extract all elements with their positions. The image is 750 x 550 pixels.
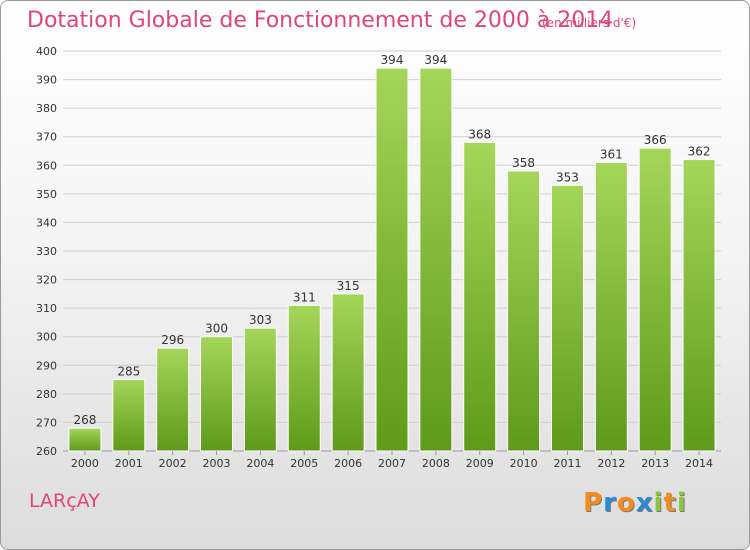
bar [682, 159, 716, 452]
y-tick-label: 260 [36, 445, 57, 458]
bar [638, 147, 672, 452]
proxiti-logo[interactable]: Proxiti [583, 488, 687, 518]
x-tick-label: 2000 [71, 457, 99, 470]
x-tick-label: 2001 [115, 457, 143, 470]
x-axis: 2000 2001 2002 2003 2004 2005 2006 2007 2008 2009… [71, 451, 713, 470]
bar [594, 161, 628, 452]
x-tick-label: 2014 [685, 457, 713, 470]
x-tick-label: 2008 [422, 457, 450, 470]
x-tick-label: 2003 [203, 457, 231, 470]
y-tick-label: 290 [36, 359, 57, 372]
data-label: 315 [337, 279, 360, 293]
bar [287, 304, 321, 452]
x-tick-label: 2007 [378, 457, 406, 470]
data-label: 366 [644, 133, 667, 147]
bar [507, 170, 541, 452]
logo-letter: P [583, 488, 604, 518]
y-tick-label: 320 [36, 274, 57, 287]
data-label: 361 [600, 147, 623, 161]
x-tick-label: 2006 [334, 457, 362, 470]
bar [68, 427, 102, 452]
y-tick-label: 340 [36, 216, 57, 229]
logo-letter: r [603, 488, 617, 518]
data-label: 311 [293, 290, 316, 304]
bar [419, 67, 453, 452]
x-tick-label: 2012 [597, 457, 625, 470]
y-tick-label: 330 [36, 245, 57, 258]
logo-letter: i [676, 488, 687, 518]
data-label: 358 [512, 156, 535, 170]
bar [200, 336, 234, 452]
data-label: 362 [688, 145, 711, 159]
data-label: 285 [117, 365, 140, 379]
y-tick-label: 390 [36, 74, 57, 87]
y-tick-label: 350 [36, 188, 57, 201]
bar [463, 141, 497, 452]
y-tick-label: 370 [36, 131, 57, 144]
bar [112, 379, 146, 452]
logo-letter: x [635, 488, 654, 518]
x-tick-label: 2002 [159, 457, 187, 470]
bars [68, 67, 716, 452]
x-tick-label: 2010 [510, 457, 538, 470]
y-tick-label: 360 [36, 159, 57, 172]
data-label: 394 [424, 53, 447, 67]
chart-title: Dotation Globale de Fonctionnement de 20… [27, 8, 614, 33]
place-name: LARçAY [29, 490, 100, 512]
chart-unit: (en milliers d'€) [542, 16, 637, 30]
y-tick-label: 270 [36, 416, 57, 429]
x-tick-label: 2011 [553, 457, 581, 470]
bar [375, 67, 409, 452]
logo-letter: o [616, 488, 636, 518]
data-label: 300 [205, 322, 228, 336]
y-tick-label: 380 [36, 102, 57, 115]
bar [550, 184, 584, 452]
y-tick-label: 300 [36, 331, 57, 344]
y-tick-label: 400 [36, 45, 57, 58]
data-label: 368 [468, 127, 491, 141]
y-tick-label: 310 [36, 302, 57, 315]
data-label: 296 [161, 333, 184, 347]
data-label: 303 [249, 313, 272, 327]
x-tick-label: 2013 [641, 457, 669, 470]
x-tick-label: 2005 [290, 457, 318, 470]
data-label: 353 [556, 170, 579, 184]
data-label: 268 [73, 413, 96, 427]
logo-letter: t [663, 488, 677, 518]
y-tick-label: 280 [36, 388, 57, 401]
data-labels: 268 285 296 300 303 311 315 394 394 368 358 353 361 3… [73, 53, 710, 427]
x-tick-label: 2004 [246, 457, 274, 470]
bar [156, 347, 190, 452]
bar [243, 327, 277, 452]
data-label: 394 [381, 53, 404, 67]
logo-letter: i [653, 488, 664, 518]
bar [331, 293, 365, 452]
x-tick-label: 2009 [466, 457, 494, 470]
